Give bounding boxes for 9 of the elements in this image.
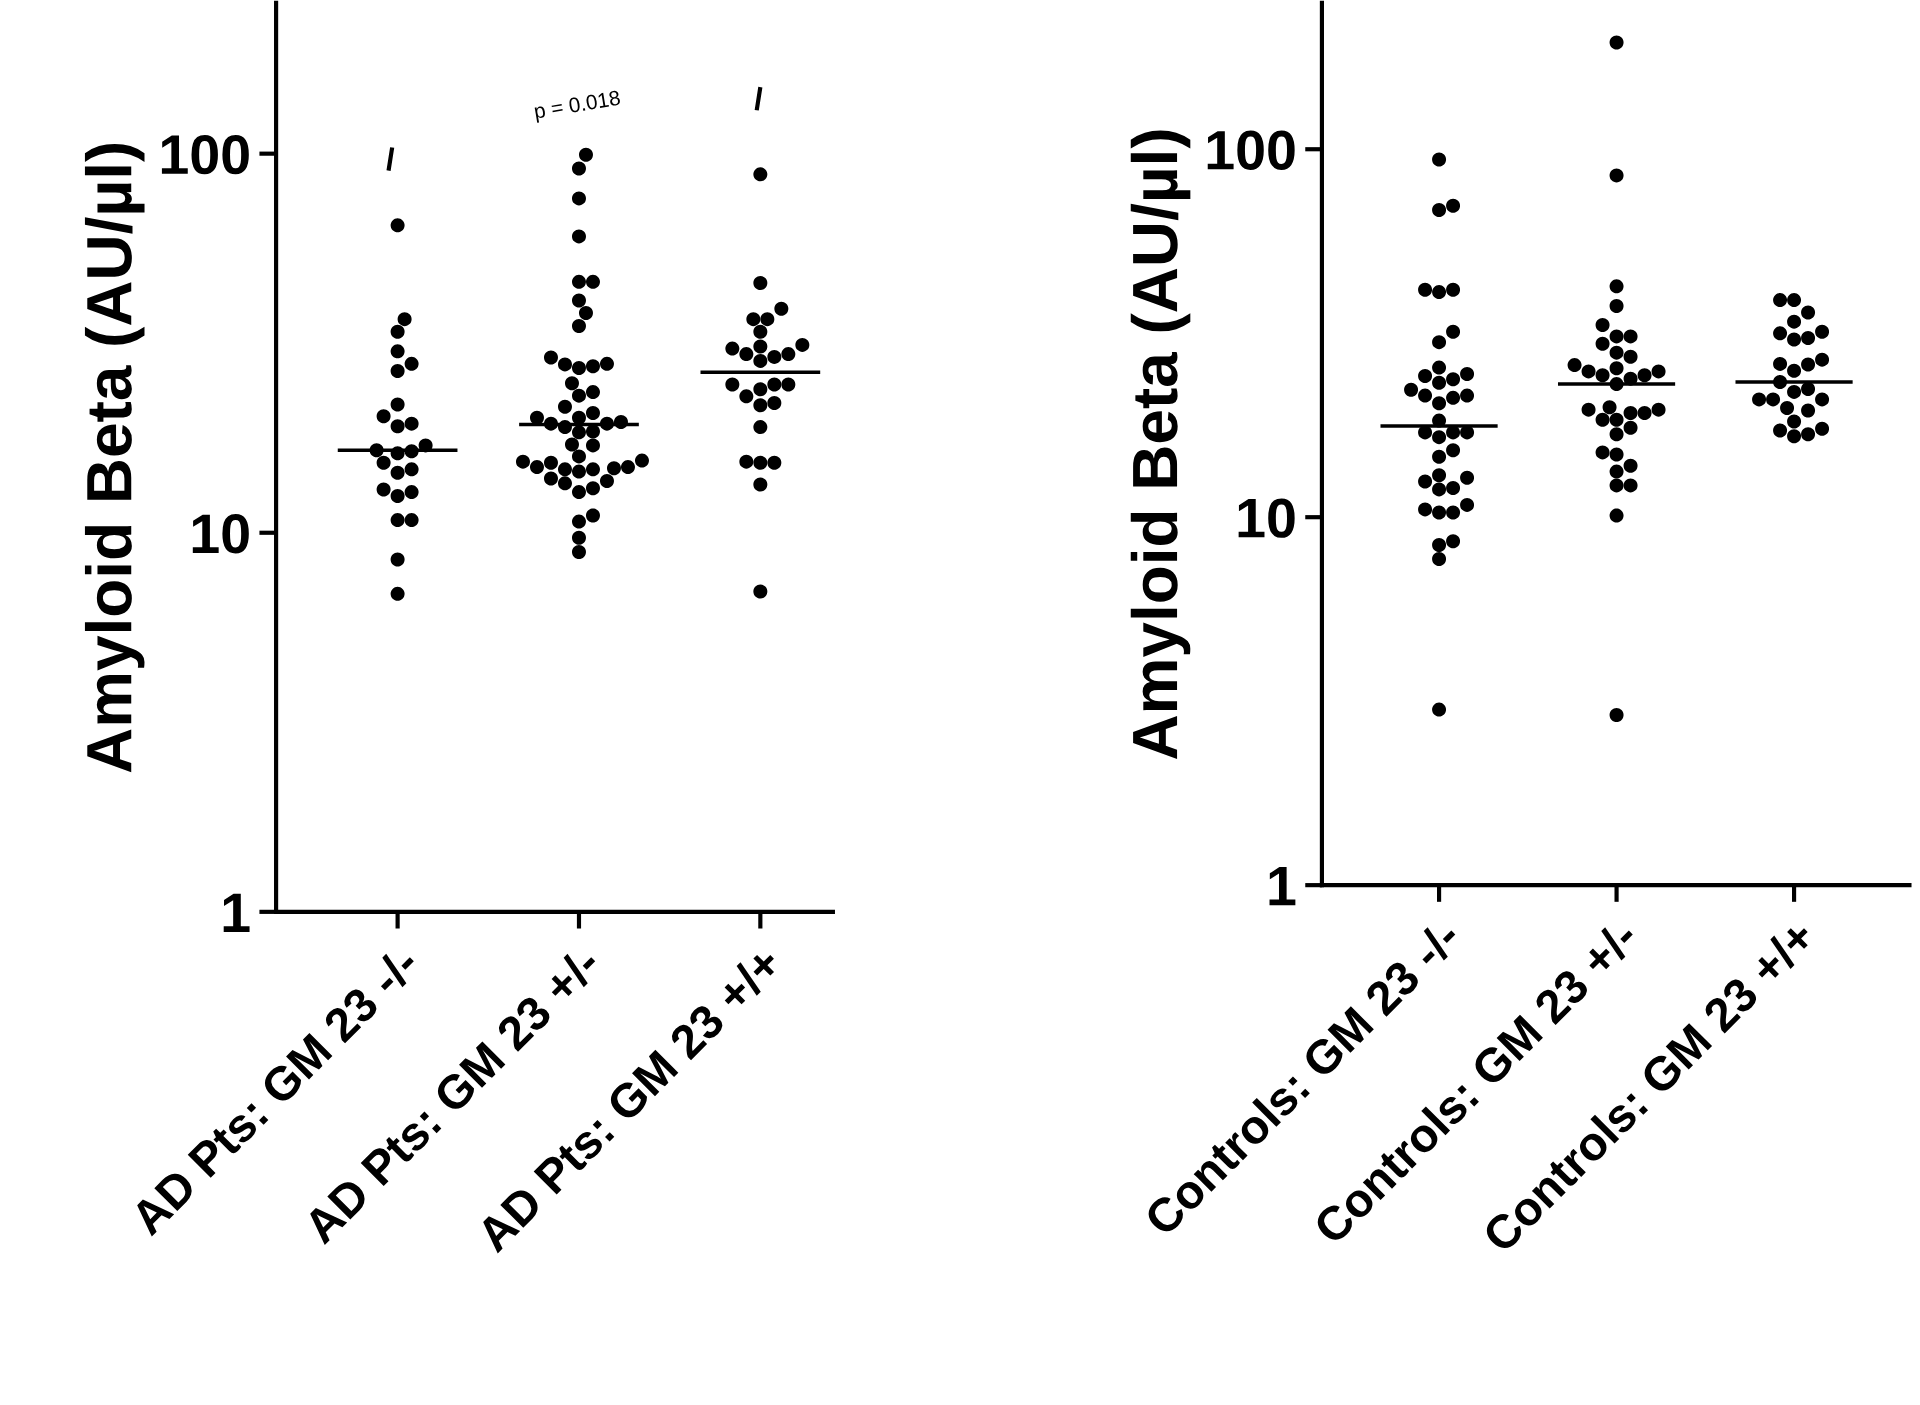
annotation: p = 0.018 (534, 90, 622, 123)
y-tick-label: 100 (161, 135, 249, 175)
y-tick-label: 100 (1207, 130, 1295, 170)
y-tick-label: 1 (1269, 867, 1296, 906)
y-tick-label: 10 (1238, 498, 1295, 538)
y-axis-title: Amyloid Beta (AU/µl) (84, 143, 145, 773)
y-tick-label: 10 (192, 514, 249, 554)
y-tick-label: 1 (223, 893, 250, 932)
y-axis-title: Amyloid Beta (AU/µl) (1130, 130, 1191, 759)
